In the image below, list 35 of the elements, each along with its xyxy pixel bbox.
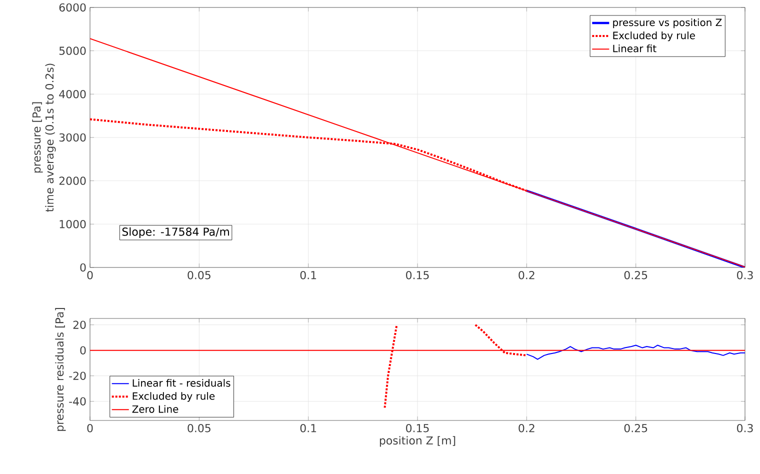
y-tick-label: 0 <box>80 263 86 272</box>
legend-label: Linear fit <box>613 44 656 52</box>
x-tick-label: 0.25 <box>624 424 648 432</box>
x-tick-label: 0.2 <box>518 270 534 280</box>
y-axis-title: pressure [Pa] time average (0.1s to 0.2s) <box>32 64 56 212</box>
annotation: Slope: -17584 Pa/m <box>122 227 229 238</box>
y-tick-label: 1000 <box>60 220 86 228</box>
legend-label: Zero Line <box>132 404 178 413</box>
legend-label: Linear fit - residuals <box>132 378 230 387</box>
y-tick-label: 2000 <box>59 176 86 185</box>
y-tick-label: 20 <box>73 320 86 329</box>
x-axis-title: position Z [m] <box>380 436 456 446</box>
y-tick-label: 3000 <box>59 133 86 142</box>
y-tick-label: -40 <box>69 396 86 406</box>
x-tick-label: 0.1 <box>300 424 316 432</box>
y-tick-label: 6000 <box>59 3 86 12</box>
legend-label: pressure vs position Z <box>613 18 722 28</box>
x-tick-label: 0.3 <box>737 270 753 280</box>
legend-label: Excluded by rule <box>132 392 215 402</box>
legend-label: Excluded by rule <box>613 31 695 41</box>
x-tick-label: 0 <box>87 424 93 432</box>
y-axis-title: pressure residuals [Pa] <box>55 308 66 431</box>
y-tick-label: 4000 <box>59 90 86 98</box>
x-tick-label: 0.05 <box>188 424 210 432</box>
y-tick-label: 0 <box>80 346 86 354</box>
x-tick-label: 0.25 <box>624 270 648 280</box>
x-tick-label: 0.3 <box>737 424 753 432</box>
x-tick-label: 0.15 <box>406 424 429 432</box>
y-tick-label: -20 <box>69 371 86 380</box>
y-tick-label: 5000 <box>59 46 86 55</box>
x-tick-label: 0.05 <box>188 270 210 280</box>
x-tick-label: 0.2 <box>518 424 534 432</box>
x-tick-label: 0.1 <box>300 270 316 280</box>
x-tick-label: 0 <box>87 270 93 280</box>
x-tick-label: 0.15 <box>406 270 429 280</box>
